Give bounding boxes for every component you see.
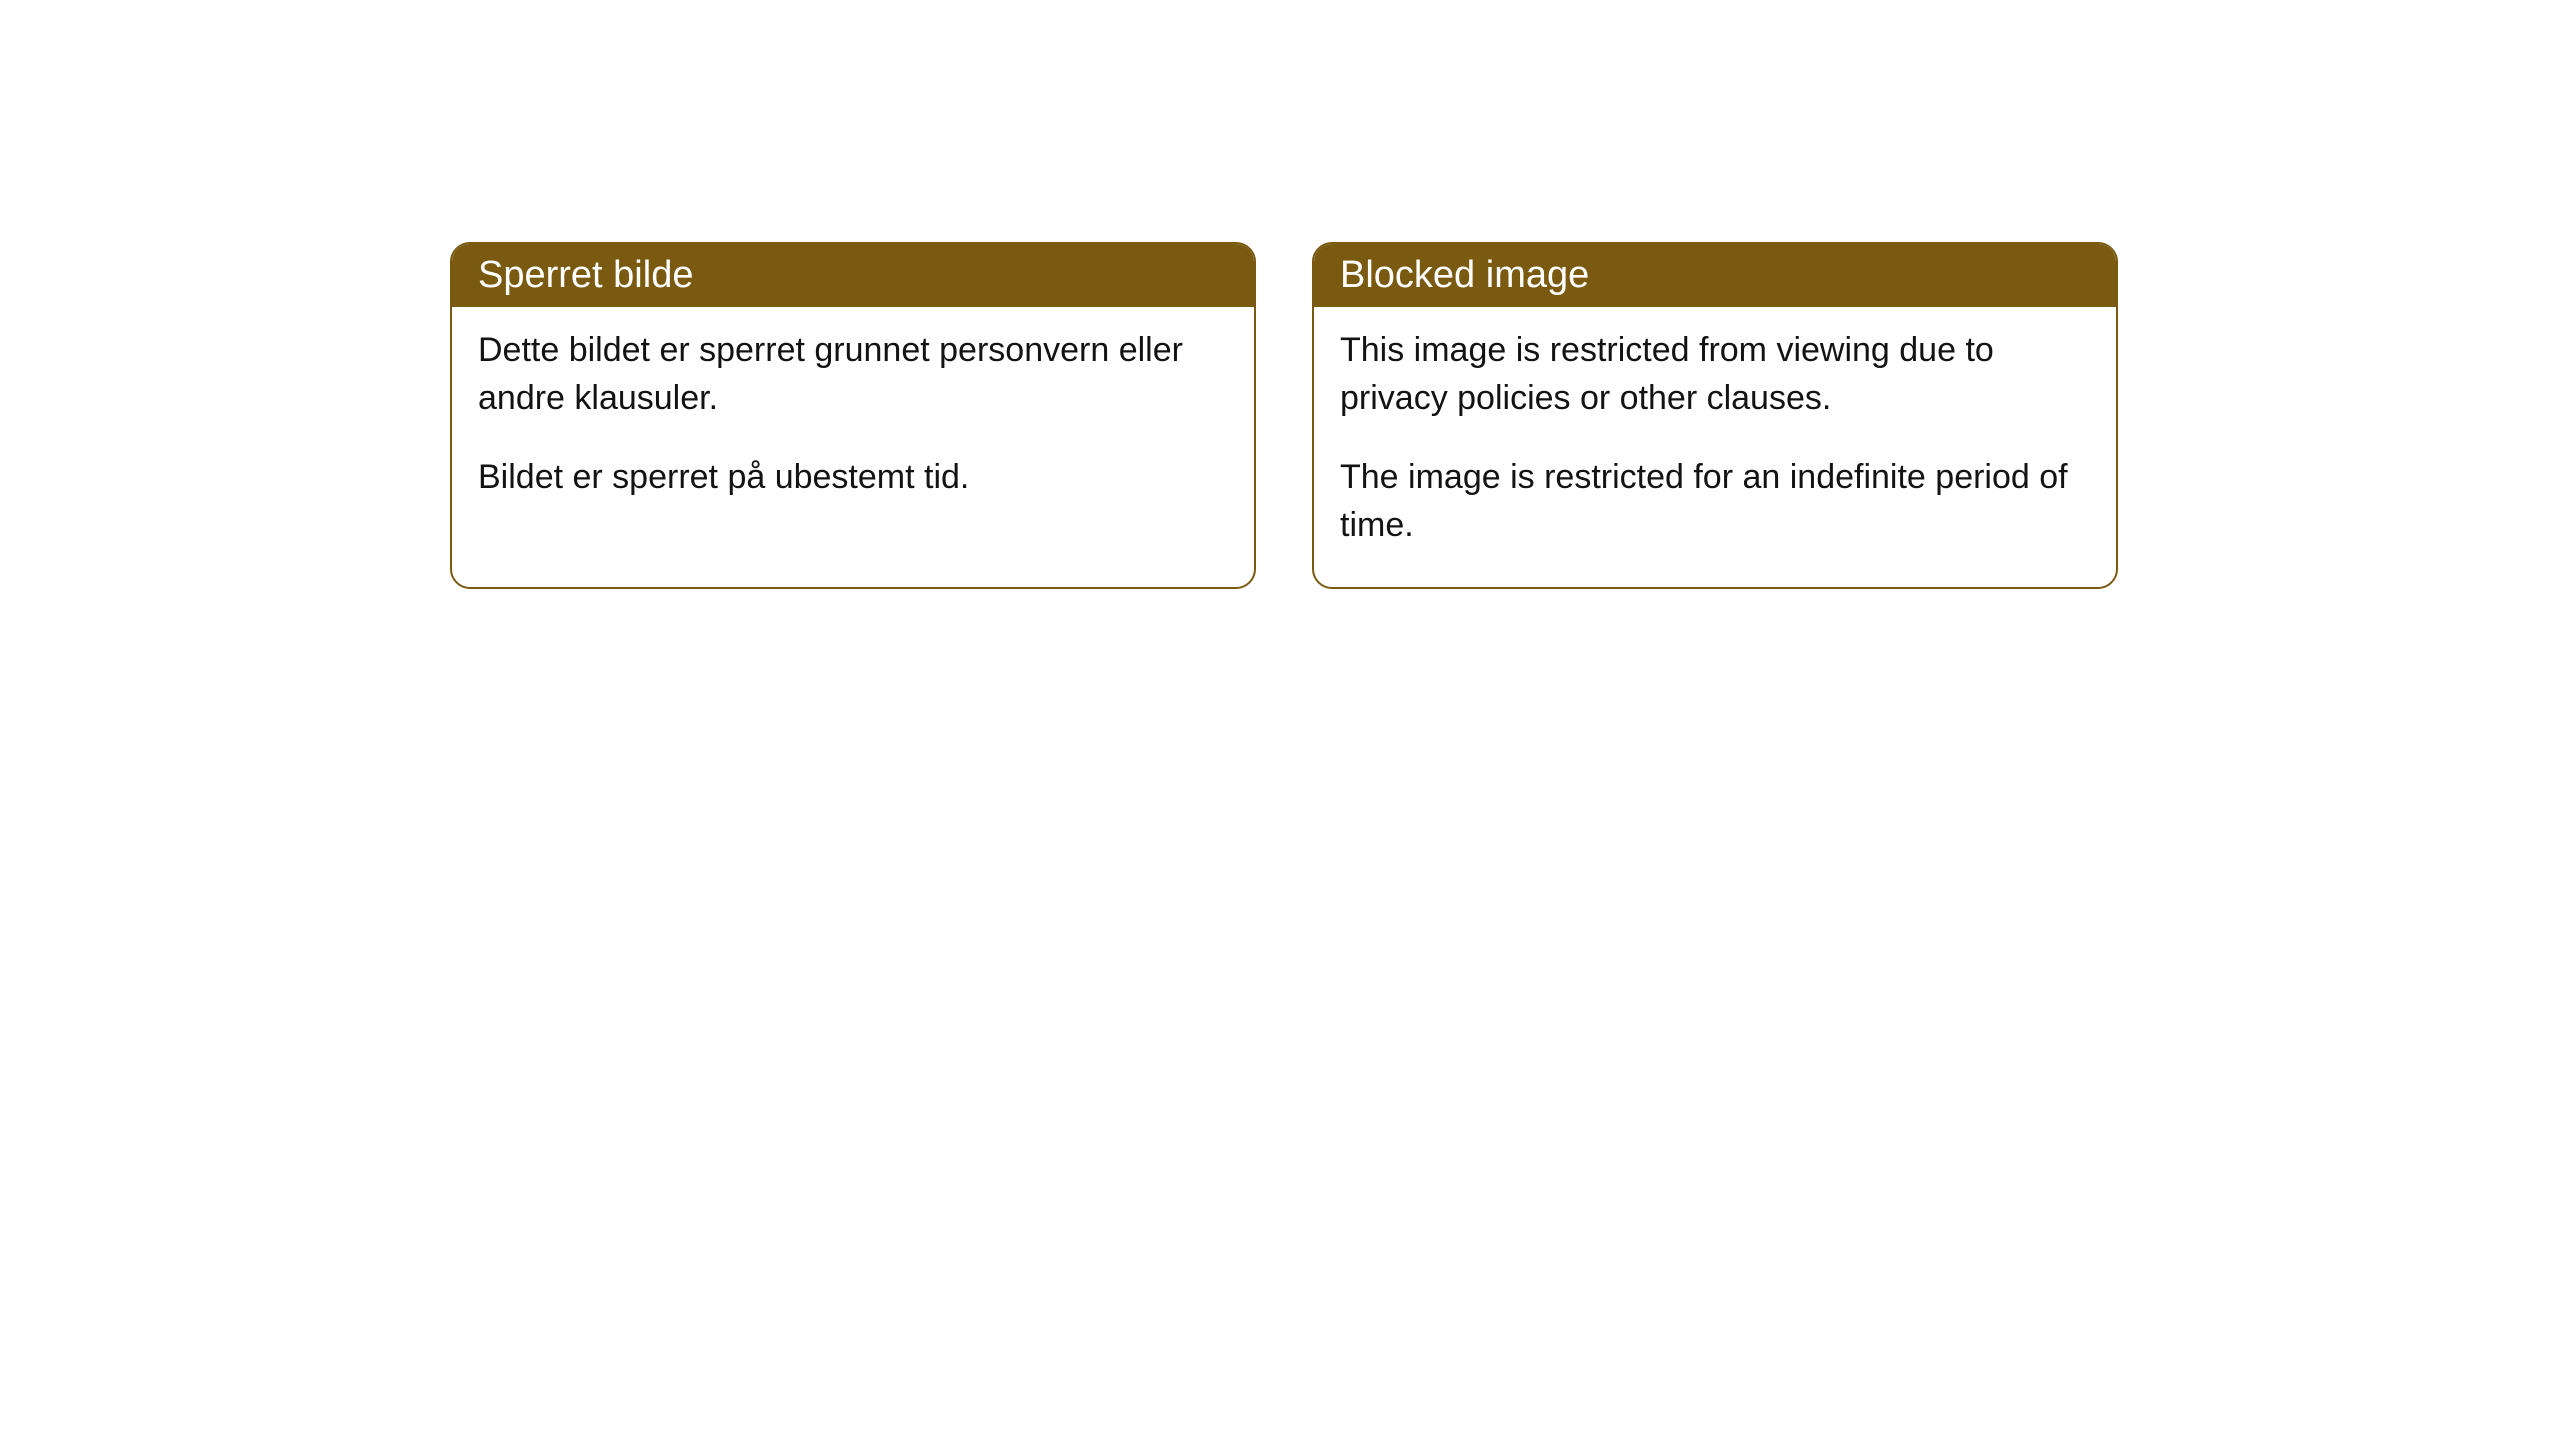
card-paragraph: Bildet er sperret på ubestemt tid. — [478, 454, 1228, 502]
card-title: Sperret bilde — [478, 254, 693, 296]
blocked-image-card-english: Blocked image This image is restricted f… — [1312, 242, 2118, 589]
card-title: Blocked image — [1340, 254, 1589, 296]
card-paragraph: The image is restricted for an indefinit… — [1340, 454, 2090, 549]
card-paragraph: This image is restricted from viewing du… — [1340, 327, 2090, 422]
notification-cards-container: Sperret bilde Dette bildet er sperret gr… — [450, 242, 2118, 589]
card-header: Blocked image — [1314, 244, 2116, 307]
card-paragraph: Dette bildet er sperret grunnet personve… — [478, 327, 1228, 422]
card-body: This image is restricted from viewing du… — [1314, 307, 2116, 587]
blocked-image-card-norwegian: Sperret bilde Dette bildet er sperret gr… — [450, 242, 1256, 589]
card-body: Dette bildet er sperret grunnet personve… — [452, 307, 1254, 540]
card-header: Sperret bilde — [452, 244, 1254, 307]
